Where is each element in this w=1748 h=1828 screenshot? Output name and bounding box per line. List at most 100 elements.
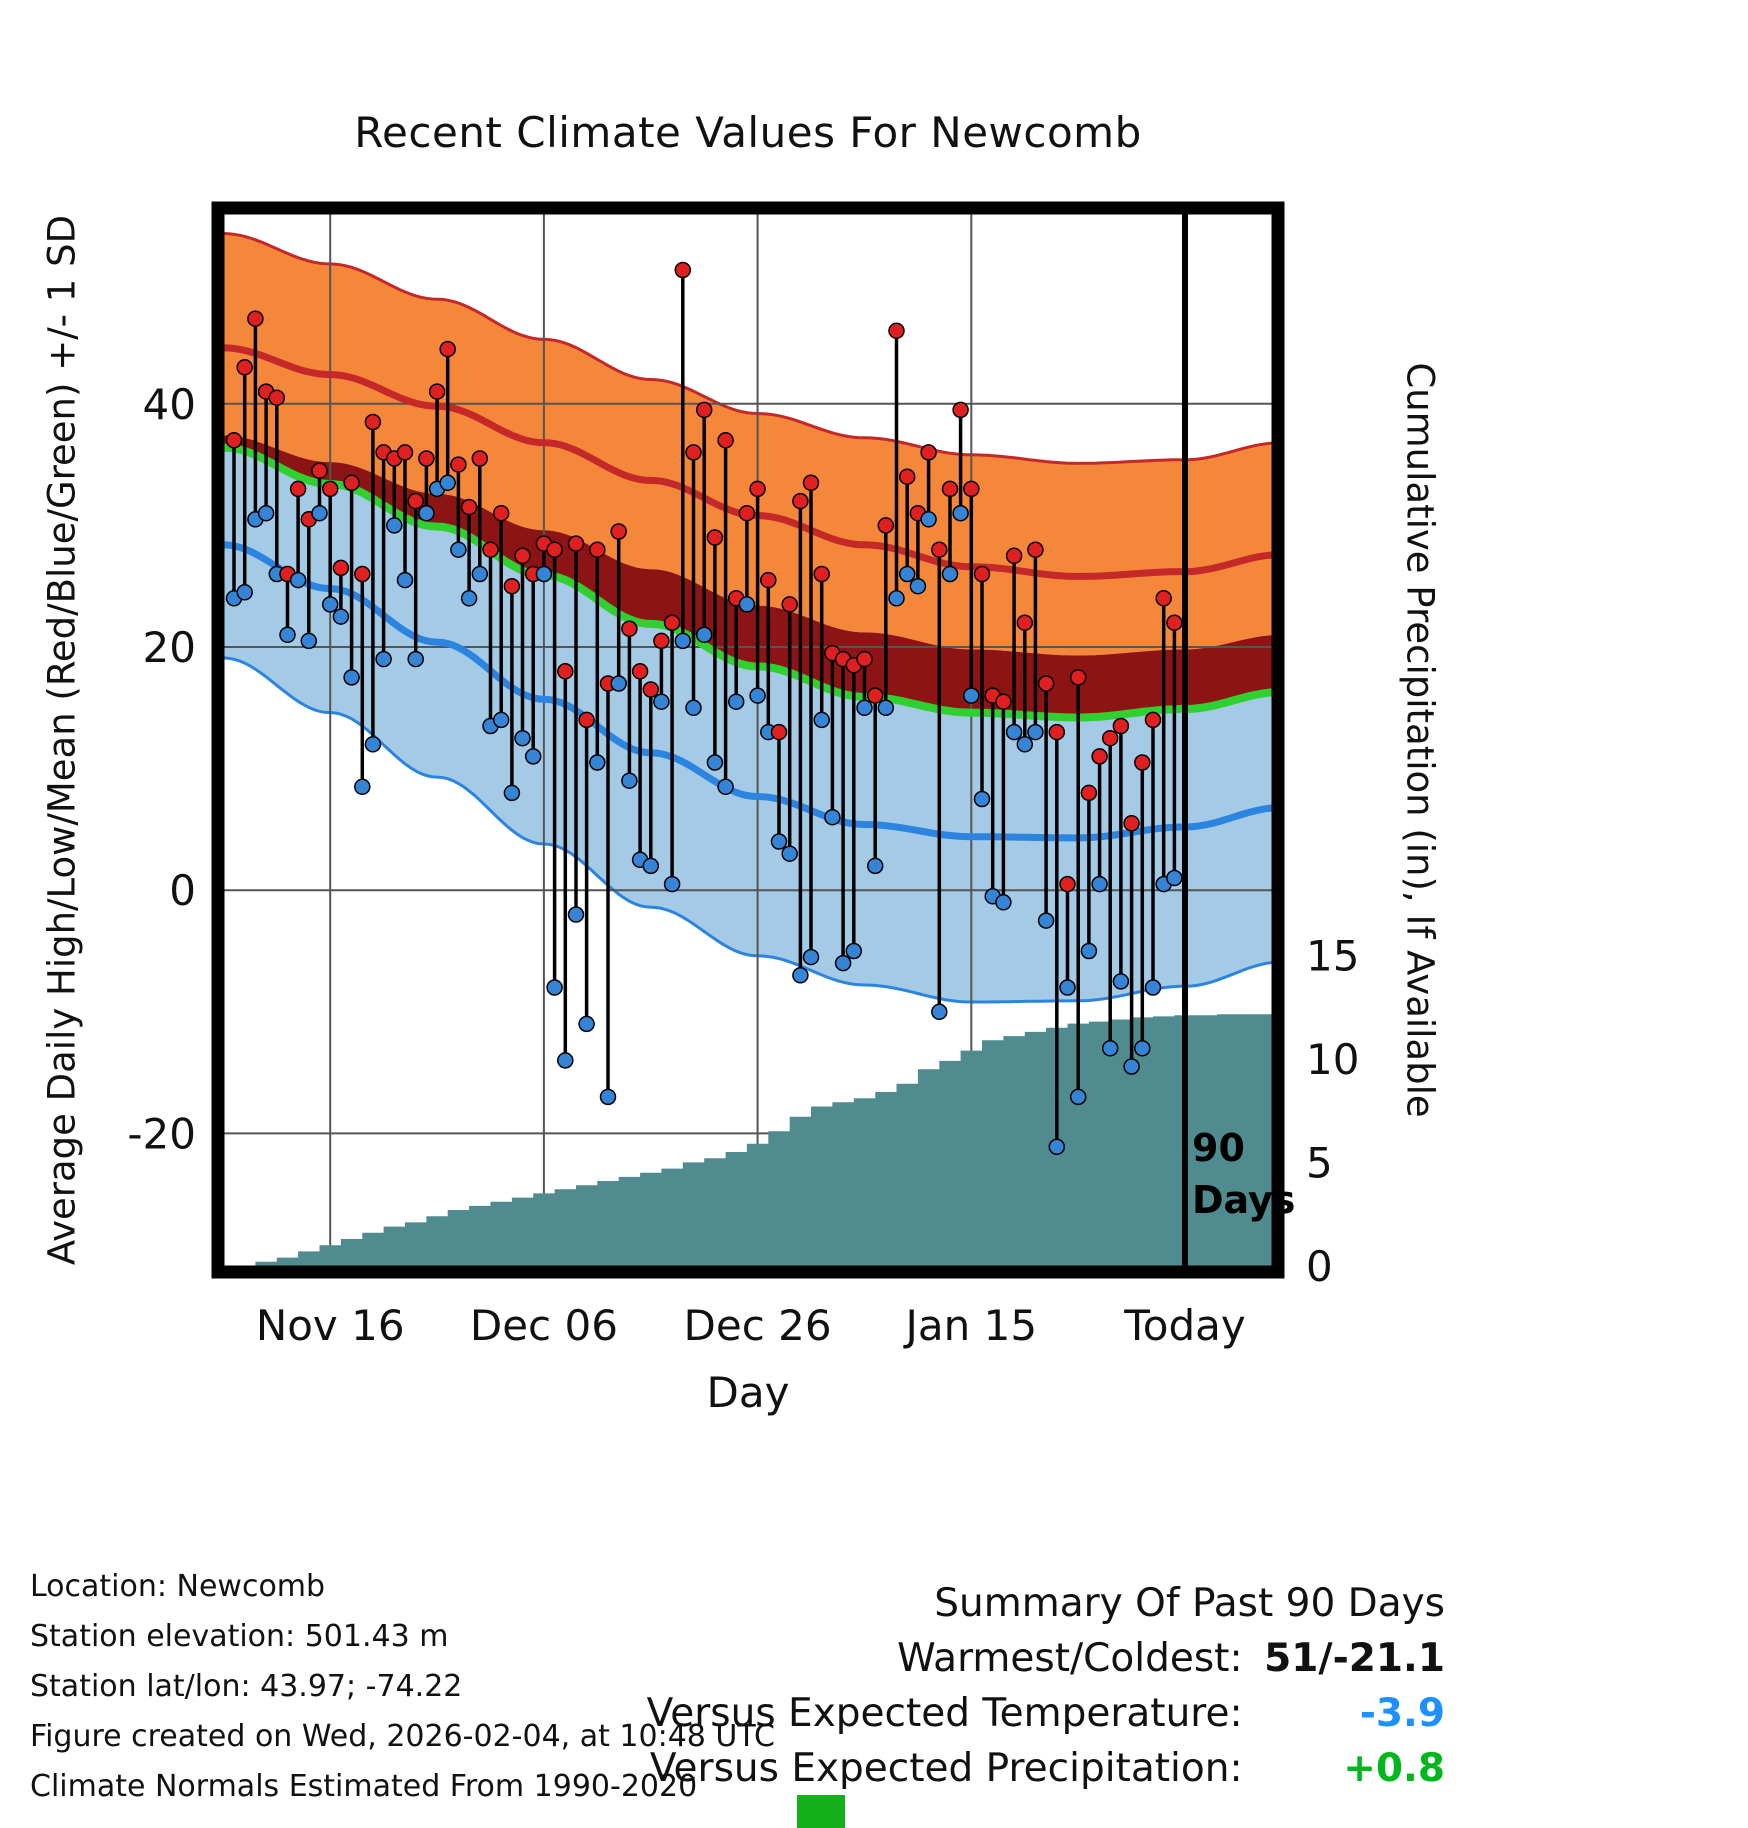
obs-high-dot [1080,784,1098,802]
obs-low-dot [1048,1138,1066,1156]
obs-high-dot [1091,748,1108,765]
obs-high-dot [311,462,328,479]
obs-high-dot [781,596,798,613]
obs-high-dot [503,577,521,595]
obs-high-dot [418,450,435,467]
obs-high-dot [396,444,414,461]
obs-high-dot [920,444,937,461]
obs-high-dot [642,681,660,698]
obs-high-dot [1059,875,1076,893]
obs-high-dot [1123,815,1140,832]
y-right-tick-label: 0 [1306,1242,1333,1291]
cumulative-precip-area [218,1013,1278,1266]
obs-low-dot [375,650,392,668]
obs-low-dot [1123,1058,1140,1075]
ninety-days-annotation: 90 Days [1192,1122,1295,1226]
obs-low-dot [460,590,478,607]
obs-low-dot [524,748,542,765]
obs-low-dot [781,845,798,862]
obs-low-dot [332,608,350,625]
obs-high-dot [321,480,339,498]
obs-low-dot [621,772,638,789]
obs-low-dot [364,736,382,753]
obs-low-dot [354,778,371,796]
green-marker [797,1795,845,1828]
obs-high-dot [653,632,670,650]
obs-low-dot [1091,875,1108,893]
obs-high-dot [941,480,959,498]
obs-high-dot [236,359,253,376]
obs-high-dot [1134,754,1151,771]
obs-low-dot [995,894,1012,911]
obs-low-dot [407,650,424,668]
summary-label-2: Versus Expected Precipitation: [649,1746,1243,1791]
y-right-tick-label: 15 [1306,931,1359,980]
obs-high-dot [514,547,531,565]
obs-low-dot [236,584,253,601]
obs-high-dot [952,401,969,419]
obs-low-dot [941,565,959,583]
obs-low-dot [834,954,852,972]
obs-low-dot [749,687,766,704]
obs-high-dot [631,663,649,680]
obs-low-dot [546,979,563,996]
obs-low-dot [738,596,756,613]
obs-low-dot [770,833,788,850]
ninety-days-line1: 90 [1192,1126,1245,1170]
summary-value-0: 51/-21.1 [1264,1636,1445,1681]
obs-low-dot [557,1052,574,1069]
obs-low-dot [1016,736,1034,753]
obs-high-dot [482,541,499,558]
obs-low-dot [1166,869,1183,887]
obs-high-dot [749,480,766,498]
x-axis-label: Day [706,1368,790,1417]
obs-high-dot [492,504,510,522]
y-left-tick-label: -20 [127,1109,196,1158]
obs-high-dot [813,565,830,583]
obs-low-dot [1134,1040,1151,1057]
summary-panel: Summary Of Past 90 Days Warmest/Coldest:… [647,1576,1445,1796]
obs-high-dot [995,693,1012,710]
obs-low-dot [909,577,927,595]
obs-low-dot [663,875,681,893]
obs-high-dot [866,687,884,704]
obs-low-dot [1112,973,1130,990]
obs-high-dot [428,383,446,400]
obs-high-dot [1005,547,1023,565]
obs-low-dot [685,699,702,717]
climate-normals-note: Climate Normals Estimated From 1990-2020 [30,1769,698,1804]
obs-high-dot [621,620,638,637]
summary-row-vs-precipitation: Versus Expected Precipitation: +0.8 [647,1741,1445,1796]
obs-high-dot [567,535,585,552]
y-left-tick-label: 0 [169,866,196,915]
obs-high-dot [364,413,382,431]
obs-low-dot [289,571,307,589]
obs-high-dot [898,468,916,485]
obs-high-dot [1155,590,1172,607]
obs-high-dot [589,541,606,558]
low-band-bottom-edge [218,656,1277,1004]
obs-high-dot [471,450,489,467]
x-tick-label: Dec 26 [684,1301,832,1350]
plot-border [211,201,1285,1279]
obs-high-dot [610,523,627,540]
obs-low-dot [257,504,275,522]
obs-low-dot [386,517,403,534]
obs-high-dot [289,480,307,498]
obs-high-dot [578,711,595,729]
obs-high-dot [225,432,243,449]
obs-low-dot [717,778,734,796]
obs-high-dot [450,456,467,473]
station-elevation: Station elevation: 501.43 m [30,1619,449,1654]
obs-high-dot [546,541,563,558]
station-location: Location: Newcomb [30,1569,326,1604]
ninety-days-line2: Days [1192,1178,1296,1222]
daily-observations [225,261,1183,1156]
obs-low-dot [343,669,360,686]
obs-low-dot [727,693,745,710]
obs-low-dot [1069,1088,1087,1106]
obs-low-dot [610,675,627,692]
obs-high-dot [1037,675,1055,692]
obs-high-dot [973,565,991,583]
